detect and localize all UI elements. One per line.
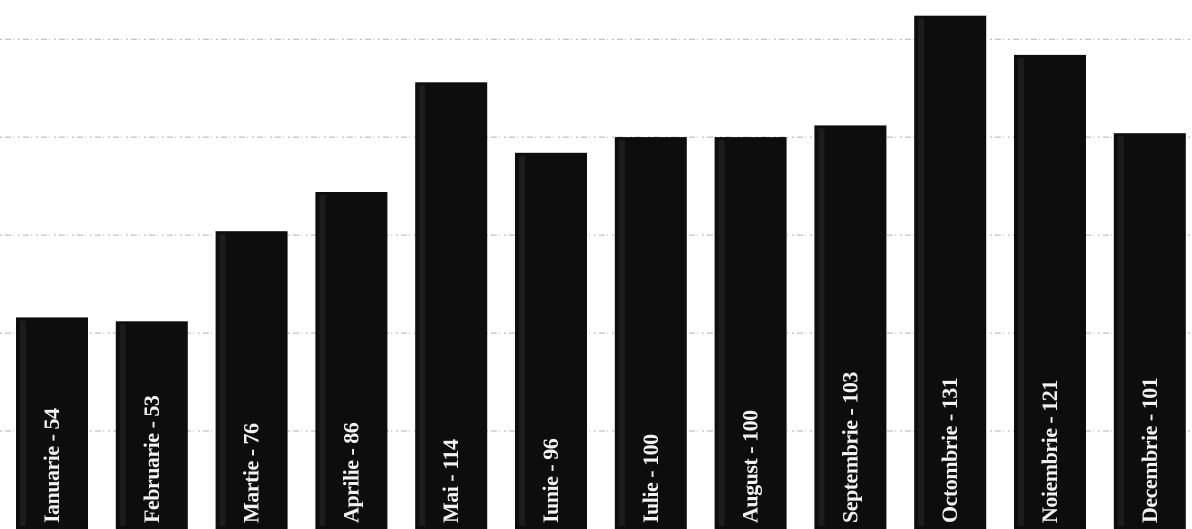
data-label-martie: Martie - 76	[239, 423, 264, 523]
data-label-august: August - 100	[738, 410, 763, 523]
bar-octombrie	[914, 15, 987, 529]
data-label-mai: Mai - 114	[438, 439, 463, 523]
bar-highlight-august	[718, 140, 725, 526]
bar-ianuarie	[16, 317, 88, 529]
data-label-noiembrie: Noiembrie - 121	[1037, 380, 1062, 523]
data-label-aprilie: Aprilie - 86	[338, 422, 363, 523]
data-label-ianuarie: Ianuarie - 54	[39, 408, 64, 523]
bar-highlight-februarie	[119, 324, 126, 526]
bars: Ianuarie - 54 Februarie - 53 Martie - 76 Ap…	[16, 15, 1186, 529]
bar-highlight-octombrie	[918, 18, 925, 526]
data-label-septembrie: Septembrie - 103	[837, 372, 862, 523]
bar-highlight-septembrie	[818, 128, 825, 526]
bar-decembrie	[1113, 133, 1186, 529]
bar-highlight-iunie	[519, 155, 525, 527]
data-label-octombrie: Octombrie - 131	[937, 378, 962, 523]
bar-highlight-ianuarie	[20, 320, 26, 526]
bar-aprilie	[315, 192, 388, 529]
bar-iulie	[614, 137, 687, 529]
bar-noiembrie	[1014, 54, 1086, 529]
bar-highlight-mai	[419, 85, 426, 527]
bar-highlight-iulie	[618, 140, 625, 526]
gridlines	[0, 38, 1192, 432]
bar-iunie	[515, 152, 587, 529]
bar-highlight-aprilie	[319, 195, 326, 526]
bar-august	[714, 137, 787, 529]
bar-highlight-decembrie	[1117, 136, 1124, 526]
bar-septembrie	[814, 125, 887, 529]
data-label-decembrie: Decembrie - 101	[1137, 378, 1162, 523]
bar-februarie	[115, 321, 188, 529]
bar-martie	[215, 231, 288, 529]
bar-mai	[415, 82, 488, 529]
data-label-iunie: Iunie - 96	[538, 438, 563, 523]
data-label-februarie: Februarie - 53	[139, 395, 164, 523]
bar-highlight-martie	[219, 234, 226, 526]
data-label-iulie: Iulie - 100	[638, 434, 663, 523]
bar-highlight-noiembrie	[1018, 57, 1024, 527]
